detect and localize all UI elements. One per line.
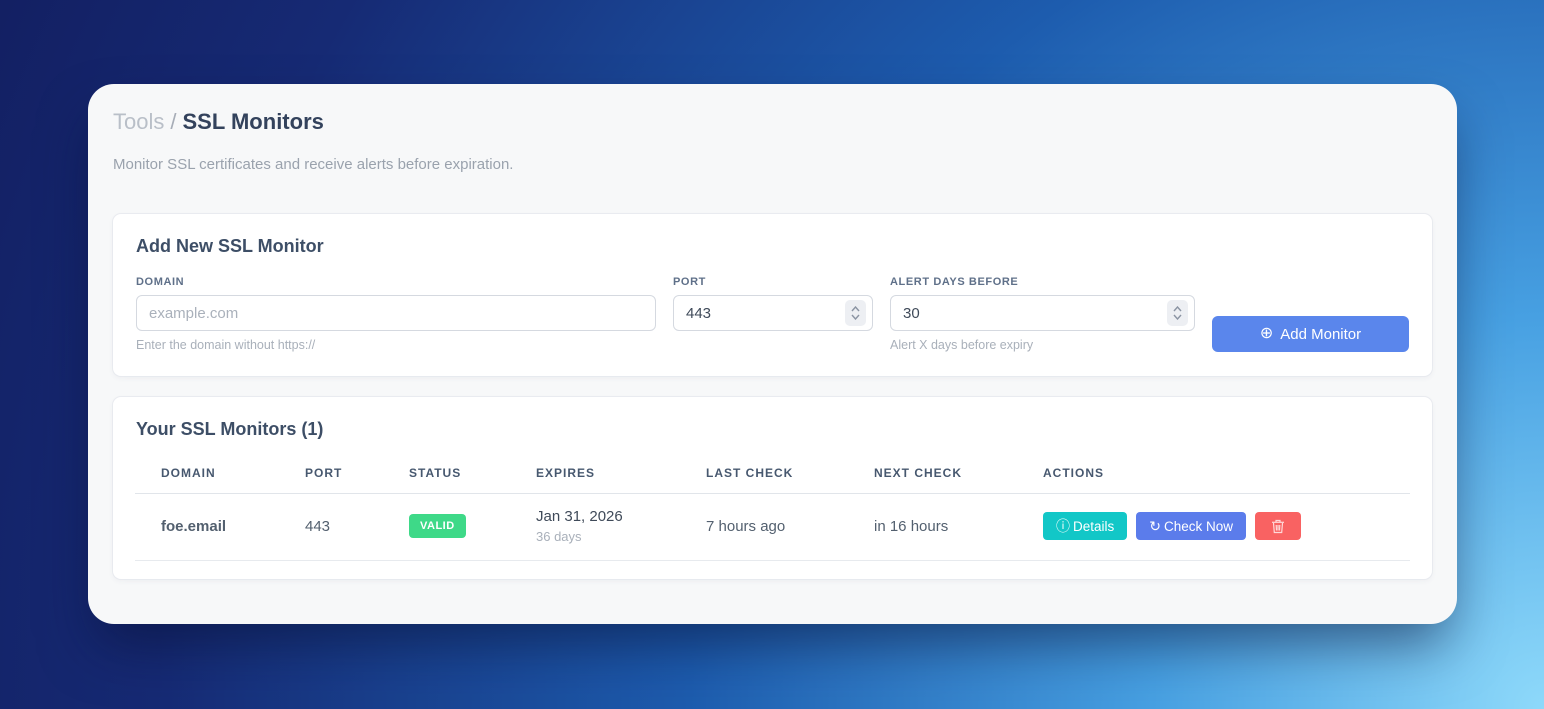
monitors-card: Your SSL Monitors (1) DOMAIN PORT STATUS… xyxy=(113,397,1432,579)
column-header-domain: DOMAIN xyxy=(135,466,305,494)
info-icon: ⓘ xyxy=(1056,518,1070,534)
page-subtitle: Monitor SSL certificates and receive ale… xyxy=(113,156,514,173)
main-panel: Tools / SSL Monitors Monitor SSL certifica… xyxy=(88,84,1457,624)
check-now-button[interactable]: ↻ Check Now xyxy=(1136,512,1247,540)
column-header-next-check: NEXT CHECK xyxy=(874,466,1043,494)
add-monitor-form: DOMAIN Enter the domain without https://… xyxy=(136,276,1409,352)
alert-days-hint: Alert X days before expiry xyxy=(890,338,1034,352)
expires-days-remaining: 36 days xyxy=(536,529,582,544)
next-check-time: in 16 hours xyxy=(874,493,1043,561)
monitors-table: DOMAIN PORT STATUS EXPIRES LAST CHECK NE… xyxy=(135,466,1410,561)
column-header-status: STATUS xyxy=(409,466,536,494)
column-header-expires: EXPIRES xyxy=(536,466,706,494)
domain-hint: Enter the domain without https:// xyxy=(136,338,316,352)
chevron-up-icon xyxy=(851,306,860,312)
port-field-group: PORT xyxy=(673,276,873,331)
page-title: SSL Monitors xyxy=(182,109,324,134)
breadcrumb-separator: / xyxy=(170,109,177,134)
alert-days-label: ALERT DAYS BEFORE xyxy=(890,276,1019,288)
column-header-actions: ACTIONS xyxy=(1043,466,1410,494)
breadcrumb-tools[interactable]: Tools xyxy=(113,109,165,134)
alert-days-input[interactable] xyxy=(890,295,1195,331)
details-button[interactable]: ⓘ Details xyxy=(1043,512,1128,540)
port-label: PORT xyxy=(673,276,706,288)
domain-label: DOMAIN xyxy=(136,276,185,288)
add-monitor-button-label: Add Monitor xyxy=(1280,325,1362,343)
chevron-down-icon xyxy=(1173,314,1182,320)
monitor-port: 443 xyxy=(305,493,409,561)
table-row: foe.email 443 VALID Jan 31, 2026 36 days… xyxy=(135,493,1410,561)
row-actions: ⓘ Details ↻ Check Now xyxy=(1043,512,1402,540)
breadcrumb: Tools / SSL Monitors xyxy=(113,108,1432,136)
domain-input[interactable] xyxy=(136,295,656,331)
expires-date: Jan 31, 2026 xyxy=(536,508,623,525)
trash-icon xyxy=(1272,519,1285,533)
monitors-card-title: Your SSL Monitors (1) xyxy=(136,419,324,439)
status-badge: VALID xyxy=(409,514,466,538)
column-header-last-check: LAST CHECK xyxy=(706,466,874,494)
chevron-up-icon xyxy=(1173,306,1182,312)
refresh-icon: ↻ xyxy=(1149,518,1161,534)
port-input[interactable] xyxy=(673,295,873,331)
alert-days-field-group: ALERT DAYS BEFORE Alert X days before ex… xyxy=(890,276,1195,352)
domain-field-group: DOMAIN Enter the domain without https:// xyxy=(136,276,656,352)
plus-circle-icon: ⊕ xyxy=(1259,325,1274,342)
table-header-row: DOMAIN PORT STATUS EXPIRES LAST CHECK NE… xyxy=(135,466,1410,494)
monitor-domain: foe.email xyxy=(135,493,305,561)
chevron-down-icon xyxy=(851,314,860,320)
details-button-label: Details xyxy=(1073,518,1115,534)
alert-days-stepper[interactable] xyxy=(1167,300,1188,326)
add-monitor-button[interactable]: ⊕ Add Monitor xyxy=(1212,316,1409,352)
port-stepper[interactable] xyxy=(845,300,866,326)
column-header-port: PORT xyxy=(305,466,409,494)
delete-button[interactable] xyxy=(1255,512,1302,540)
check-now-button-label: Check Now xyxy=(1164,518,1234,534)
add-monitor-card: Add New SSL Monitor DOMAIN Enter the dom… xyxy=(113,214,1432,376)
add-monitor-card-title: Add New SSL Monitor xyxy=(136,236,324,256)
last-check-time: 7 hours ago xyxy=(706,493,874,561)
